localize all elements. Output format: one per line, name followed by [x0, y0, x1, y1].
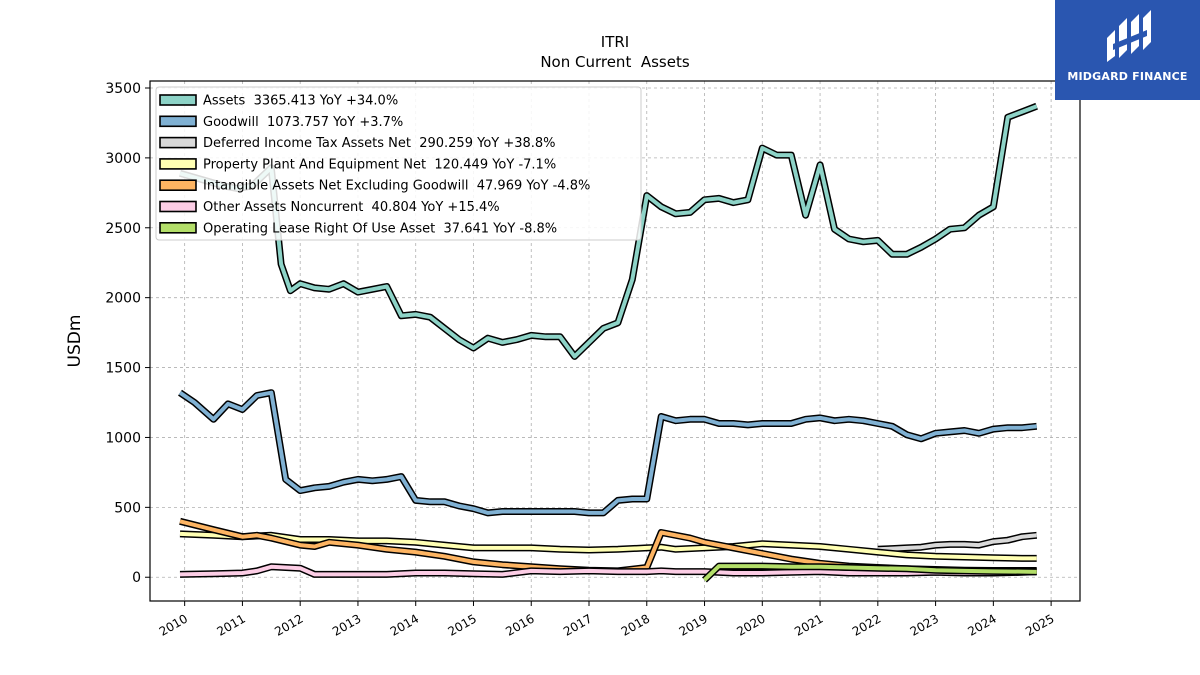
legend-swatch [159, 222, 197, 234]
series-line-outline [178, 389, 1038, 517]
y-tick-label: 2500 [105, 221, 141, 237]
midgard-logo-icon [1107, 10, 1151, 62]
x-tick-label: 2017 [561, 611, 594, 638]
legend-swatch [159, 94, 197, 106]
legend-label: Property Plant And Equipment Net 120.449… [203, 157, 556, 172]
series-line [179, 564, 1037, 577]
y-tick-label: 2000 [105, 291, 141, 307]
legend-item: Assets 3365.413 YoY +34.0% [159, 94, 398, 109]
x-tick-label: 2013 [330, 611, 363, 638]
legend-label: Goodwill 1073.757 YoY +3.7% [203, 115, 403, 130]
chart-title: ITRI [601, 33, 629, 51]
x-tick-label: 2024 [965, 611, 998, 638]
brand-logo: MIDGARD FINANCE [1055, 0, 1200, 100]
legend-label: Deferred Income Tax Assets Net 290.259 Y… [203, 136, 556, 151]
y-tick-label: 3000 [105, 151, 141, 167]
y-tick-label: 1500 [105, 361, 141, 377]
brand-name: MIDGARD FINANCE [1067, 70, 1188, 83]
legend-swatch [159, 200, 197, 213]
series-6 [702, 562, 1037, 583]
y-tick-label: 3500 [105, 81, 141, 97]
series-2 [877, 531, 1038, 553]
series-line [178, 390, 1037, 515]
x-tick-label: 2012 [272, 611, 305, 638]
legend-label: Intangible Assets Net Excluding Goodwill… [203, 179, 590, 194]
legend-label: Assets 3365.413 YoY +34.0% [203, 94, 398, 109]
x-tick-label: 2020 [734, 611, 767, 638]
x-tick-label: 2018 [619, 611, 652, 638]
series-1 [178, 389, 1038, 517]
series-line [877, 533, 1037, 552]
legend-swatch [159, 136, 197, 149]
legend-label: Operating Lease Right Of Use Asset 37.64… [203, 221, 557, 236]
x-tick-label: 2014 [388, 611, 421, 638]
legend-swatch [159, 158, 197, 170]
x-tick-label: 2022 [850, 611, 883, 638]
x-axis: 2010 2011 2012 2013 2014 2015 2016 2017 2018 2019… [157, 601, 1057, 639]
series-lines [178, 102, 1038, 583]
legend-label: Other Assets Noncurrent 40.804 YoY +15.4… [203, 200, 500, 215]
x-tick-label: 2010 [157, 611, 190, 638]
y-tick-label: 1000 [105, 430, 141, 446]
series-line [703, 564, 1037, 582]
legend-item: Other Assets Noncurrent 40.804 YoY +15.4… [159, 200, 500, 215]
legend-swatch [159, 179, 197, 191]
x-tick-label: 2011 [214, 611, 247, 638]
legend-box [155, 86, 642, 241]
legend-swatch [159, 115, 197, 128]
y-tick-label: 0 [132, 570, 141, 586]
legend-item: Operating Lease Right Of Use Asset 37.64… [159, 221, 557, 236]
legend-item: Property Plant And Equipment Net 120.449… [159, 157, 556, 172]
series-0 [179, 102, 1038, 360]
series-5 [179, 563, 1037, 578]
y-axis: 0 500 1000 1500 2000 2500 3000 3500 [105, 81, 150, 586]
x-tick-label: 2021 [792, 611, 825, 638]
x-tick-label: 2019 [677, 611, 710, 638]
x-tick-label: 2016 [503, 611, 536, 638]
legend-item: Intangible Assets Net Excluding Goodwill… [159, 179, 590, 194]
chart-subtitle: Non Current Assets [540, 53, 690, 71]
plot-frame [149, 80, 1081, 602]
x-tick-label: 2023 [908, 611, 941, 638]
legend-item: Goodwill 1073.757 YoY +3.7% [159, 115, 403, 130]
x-tick-label: 2015 [446, 611, 479, 638]
legend-item: Deferred Income Tax Assets Net 290.259 Y… [159, 136, 556, 151]
legend: Assets 3365.413 YoY +34.0% Goodwill 1073.… [155, 86, 642, 241]
y-tick-label: 500 [114, 500, 141, 516]
series-line [179, 104, 1038, 359]
x-tick-label: 2025 [1023, 611, 1056, 638]
y-axis-label: USDm [65, 315, 85, 368]
